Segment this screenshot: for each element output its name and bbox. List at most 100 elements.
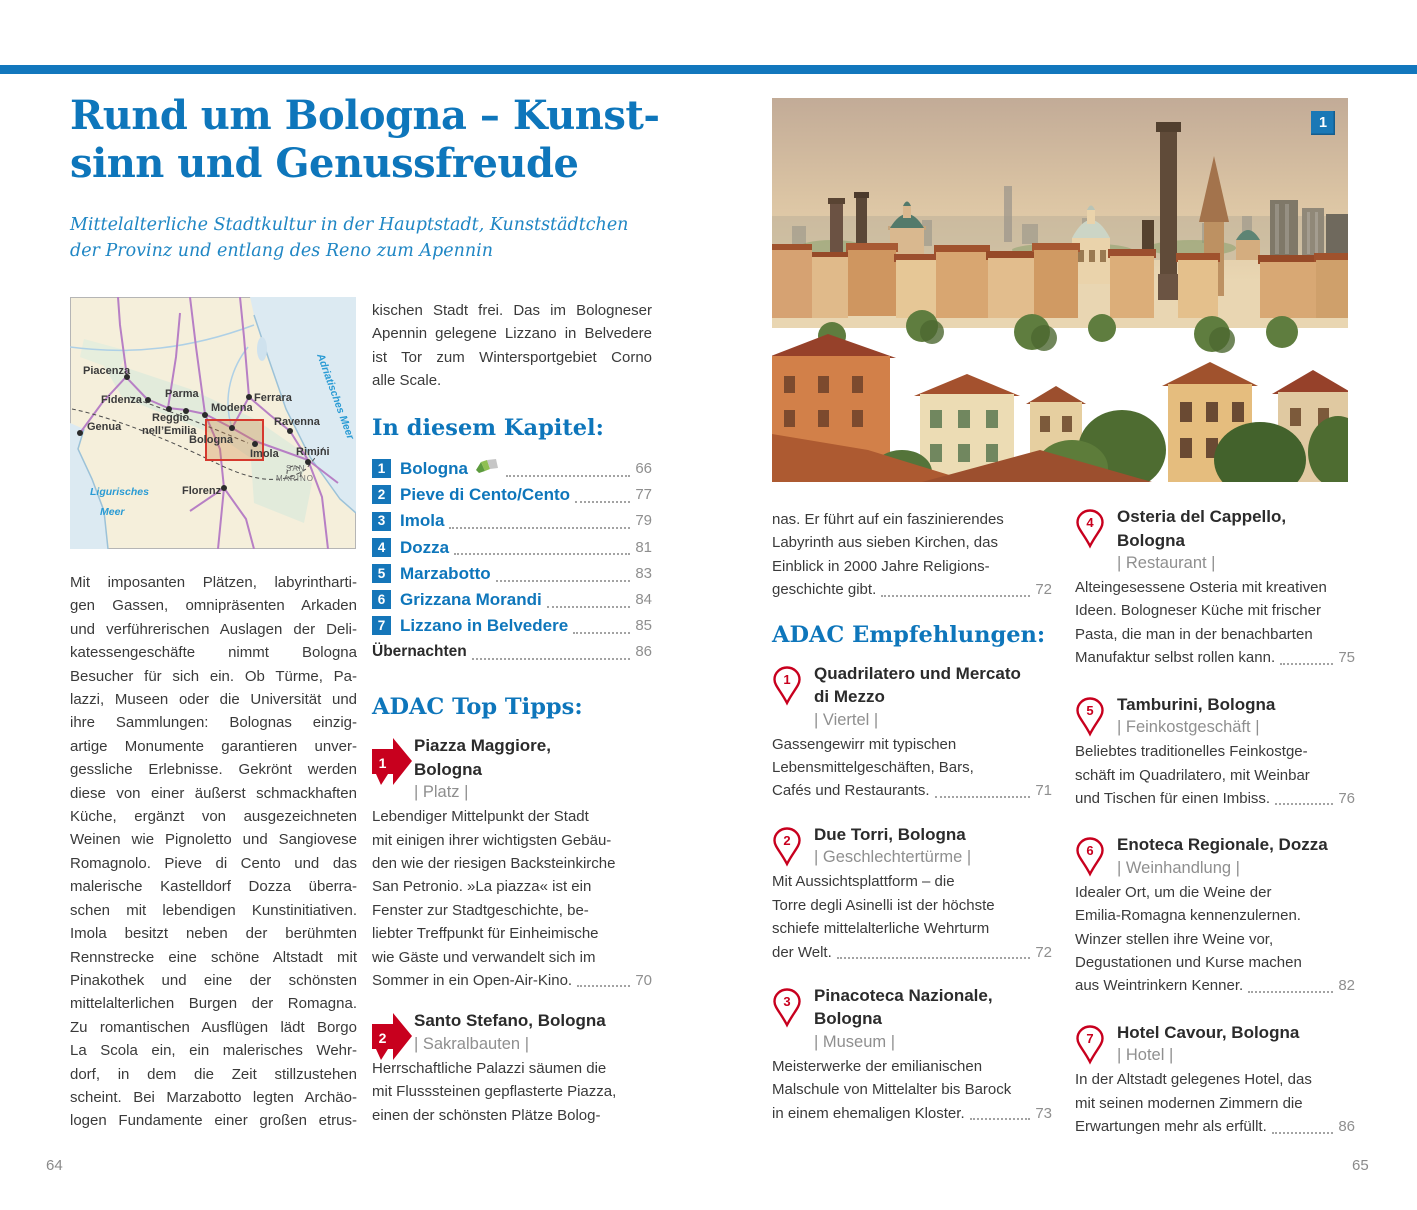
recommendation-page-number: 73 — [1035, 1104, 1052, 1122]
intro-text-continued: kischen Stadt frei. Das im Bologneser Ape… — [372, 302, 652, 390]
recommendation-text: Mit Aussichtsplattform – die Torre degli … — [772, 873, 995, 938]
map-label-bologna: Bologna — [189, 434, 234, 446]
chapter-item: 6 Grizzana Morandi 84 — [372, 587, 652, 613]
recommendation-text: Idealer Ort, um die Weine der Emilia-Roma… — [1075, 883, 1302, 972]
chapter-number-badge: 1 — [372, 459, 391, 479]
chapter-item-uebernachten: Übernachten 86 — [372, 639, 652, 665]
recommendation-page-number: 82 — [1338, 977, 1355, 995]
map-label-modena: Modena — [211, 402, 253, 414]
tip-category: | Platz | — [414, 783, 469, 802]
map-label-parma: Parma — [165, 388, 200, 400]
map-borders — [71, 396, 325, 481]
photo-number-badge: 1 — [1311, 111, 1335, 135]
map-label-piacenza: Piacenza — [83, 365, 131, 377]
recommendation-title: Due Torri, Bologna — [814, 824, 966, 844]
chapter-number-badge: 5 — [372, 563, 391, 583]
map-label-ferrara: Ferrara — [254, 392, 293, 404]
recommendation-text: Gassengewirr mit typischen Lebensmittelge… — [772, 735, 974, 777]
svg-text:1: 1 — [379, 755, 387, 771]
map-city-dots — [77, 374, 311, 491]
chapter-item: 1 Bologna 66 — [372, 456, 652, 482]
recommendation-item: 2 Due Torri, Bologna | Geschlechtertürme… — [772, 823, 1052, 964]
tip-text-last-line: Sommer in ein Open-Air-Kino. — [372, 971, 573, 989]
page-number-right: 65 — [1352, 1157, 1369, 1174]
tip-text: Herrschaftliche Palazzi säumen die mit Fl… — [372, 1059, 617, 1124]
map-label-rimini: Rimini — [296, 446, 330, 458]
chapter-number-badge: 2 — [372, 485, 391, 505]
recommendation-category: | Feinkostgeschäft | — [1117, 718, 1260, 737]
recommendation-last-line: und Tischen für einen Imbiss. — [1075, 789, 1271, 807]
recommendation-title: Pinacoteca Nazionale, Bologna — [814, 985, 993, 1029]
svg-text:6: 6 — [1086, 843, 1093, 858]
recommendation-item: 4 Osteria del Cappello, Bologna | Restaur… — [1075, 505, 1355, 670]
map-label-ravenna: Ravenna — [274, 416, 321, 428]
recommendation-last-line: aus Weintrinkern Kenner. — [1075, 977, 1244, 995]
intro-last-line: geschichte gibt. — [772, 581, 877, 599]
tip-category: | Sakralbauten | — [414, 1034, 529, 1053]
chapter-item-label: Marzabotto — [400, 563, 491, 583]
top-tipps-heading: ADAC Top Tipps: — [372, 694, 583, 721]
intro-text-right-page: nas. Er führt auf ein faszinierendes Laby… — [772, 511, 1004, 575]
folded-map-icon — [475, 457, 499, 480]
chapter-page-number: 81 — [635, 538, 652, 556]
chapter-page-number: 77 — [635, 486, 652, 504]
recommendation-text: Alteingesessene Osteria mit kreativen Ide… — [1075, 579, 1327, 643]
recommendation-title: Osteria del Cappello, Bologna — [1117, 507, 1287, 550]
intro-page-number: 72 — [1035, 581, 1052, 599]
bologna-cityscape-photo: 1 — [772, 98, 1348, 482]
chapter-number-badge: 4 — [372, 537, 391, 557]
red-pin-badge: 3 — [772, 988, 802, 1035]
svg-text:2: 2 — [783, 833, 790, 848]
recommendation-item: 7 Hotel Cavour, Bologna | Hotel | In der… — [1075, 1021, 1355, 1139]
recommendation-item: 6 Enoteca Regionale, Dozza | Weinhandlun… — [1075, 833, 1355, 998]
red-pin-badge: 5 — [1075, 696, 1105, 744]
top-tipp-item: 1 Piazza Maggiore, Bologna | Platz | Lebe… — [372, 734, 652, 992]
svg-text:7: 7 — [1086, 1031, 1093, 1046]
leader-dots — [1271, 1131, 1334, 1134]
leader-dots — [506, 474, 631, 477]
chapter-page-number: 84 — [635, 590, 652, 608]
page-number-left: 64 — [46, 1157, 63, 1174]
recommendation-category: | Hotel | — [1117, 1046, 1174, 1065]
leader-dots — [969, 1118, 1031, 1121]
red-pin-badge: 2 — [772, 827, 802, 874]
recommendation-title: Quadrilatero und Mercato di Mezzo — [814, 663, 1021, 707]
recommendation-category: | Geschlechtertürme | — [814, 848, 972, 867]
recommendation-text: Meisterwerke der emilianischen Malschule … — [772, 1057, 1012, 1099]
leader-dots — [1280, 662, 1334, 665]
recommendation-title: Hotel Cavour, Bologna — [1117, 1022, 1300, 1042]
recommendation-category: | Museum | — [814, 1032, 896, 1051]
recommendation-last-line: Erwartungen mehr als erfüllt. — [1075, 1118, 1267, 1136]
leader-dots — [449, 527, 631, 530]
map-seas — [70, 297, 356, 549]
svg-text:4: 4 — [1086, 515, 1094, 530]
map-label-florenz: Florenz — [182, 485, 222, 497]
top-blue-bar — [0, 65, 1417, 74]
chapter-list: 1 Bologna 66 2 Pieve di Cento/Cento 77 — [372, 456, 652, 666]
recommendation-item: 3 Pinacoteca Nazionale, Bologna | Museum … — [772, 984, 1052, 1125]
svg-text:3: 3 — [783, 994, 790, 1009]
chapter-page-number: 86 — [635, 643, 652, 661]
recommendation-category: | Restaurant | — [1117, 554, 1216, 572]
region-map: Piacenza Fidenza Parma Reggio nell’Emili… — [70, 297, 356, 549]
leader-dots — [546, 605, 631, 608]
recommendation-title: Enoteca Regionale, Dozza — [1117, 835, 1328, 855]
chapter-page-number: 79 — [635, 512, 652, 530]
chapter-item: 2 Pieve di Cento/Cento 77 — [372, 482, 652, 508]
leader-dots — [1275, 803, 1334, 806]
map-label-ligurian-sea-2: Meer — [100, 506, 125, 518]
red-pin-badge: 4 — [1075, 509, 1105, 556]
tip-page-number: 70 — [635, 971, 652, 989]
svg-text:2: 2 — [379, 1030, 387, 1046]
recommendation-last-line: der Welt. — [772, 943, 832, 961]
leader-dots — [836, 956, 1031, 959]
chapter-item-label: Dozza — [400, 537, 450, 557]
recommendation-item: 5 Tamburini, Bologna | Feinkostgeschäft … — [1075, 693, 1355, 811]
chapter-page-number: 66 — [635, 460, 652, 478]
page-subtitle: Mittelalterliche Stadtkultur in der Haup… — [70, 215, 629, 261]
map-label-ligurian-sea-1: Ligurisches — [90, 486, 149, 498]
recommendations-heading: ADAC Empfehlungen: — [772, 621, 1046, 648]
map-label-fidenza: Fidenza — [101, 394, 143, 406]
svg-text:1: 1 — [783, 672, 790, 687]
